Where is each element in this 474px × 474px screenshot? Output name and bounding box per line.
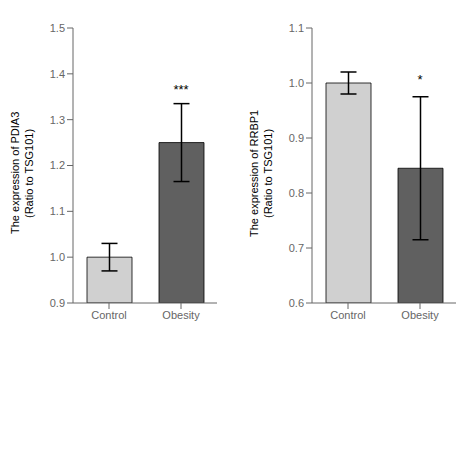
svg-text:0.6: 0.6 (289, 297, 304, 309)
svg-text:1.2: 1.2 (49, 159, 64, 171)
svg-text:0.8: 0.8 (289, 187, 304, 199)
svg-text:0.9: 0.9 (289, 132, 304, 144)
svg-text:1.1: 1.1 (289, 22, 304, 34)
svg-text:*: * (417, 72, 422, 87)
svg-text:***: *** (173, 82, 188, 97)
html-text:The expression of RRBP1 (Ratio: The expression of RRBP1 (Ratio to TSG101… (248, 109, 275, 237)
svg-text:Obesity: Obesity (162, 309, 200, 321)
svg-text:1.1: 1.1 (49, 205, 64, 217)
svg-text:1.0: 1.0 (289, 77, 304, 89)
svg-text:Obesity: Obesity (401, 309, 439, 321)
svg-text:0.7: 0.7 (289, 242, 304, 254)
svg-text:0.9: 0.9 (49, 297, 64, 309)
svg-text:1.3: 1.3 (49, 114, 64, 126)
svg-text:Control: Control (330, 309, 365, 321)
svg-text:1.0: 1.0 (49, 251, 64, 263)
svg-text:1.5: 1.5 (49, 22, 64, 34)
svg-text:1.4: 1.4 (49, 68, 64, 80)
html-text:The expression of PDIA3 (Ratio: The expression of PDIA3 (Ratio to TSG101… (9, 111, 36, 235)
svg-text:Control: Control (91, 309, 126, 321)
